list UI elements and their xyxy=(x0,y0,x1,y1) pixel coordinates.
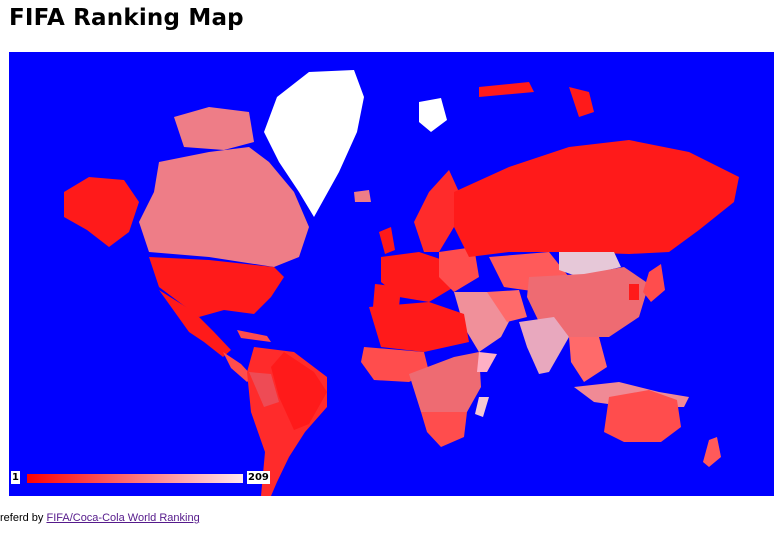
country-central-america[interactable] xyxy=(223,352,253,382)
country-mexico[interactable] xyxy=(159,290,231,357)
country-china[interactable] xyxy=(527,267,649,337)
country-mongolia[interactable] xyxy=(559,252,621,277)
country-caribbean[interactable] xyxy=(237,330,271,342)
page-title: FIFA Ranking Map xyxy=(9,5,244,31)
country-southeast-asia[interactable] xyxy=(569,337,607,382)
source-prefix: referd by xyxy=(0,512,47,524)
legend-gradient-bar xyxy=(27,474,243,483)
country-brazil[interactable] xyxy=(271,352,327,430)
country-arctic-islands[interactable] xyxy=(174,107,254,150)
country-russia-islands[interactable] xyxy=(569,87,594,117)
country-greenland[interactable] xyxy=(264,70,364,217)
legend-min-label: 1 xyxy=(11,471,20,484)
country-new-zealand[interactable] xyxy=(703,437,721,467)
country-iran[interactable] xyxy=(487,290,527,322)
world-map[interactable]: 1 209 xyxy=(9,52,774,496)
country-arctic-russia-north[interactable] xyxy=(479,82,534,97)
legend-max-label: 209 xyxy=(247,471,270,484)
country-peru[interactable] xyxy=(249,372,279,407)
country-iceland[interactable] xyxy=(354,190,371,202)
country-australia[interactable] xyxy=(604,390,681,442)
country-korea[interactable] xyxy=(629,284,639,300)
country-north-africa[interactable] xyxy=(369,302,469,352)
country-madagascar[interactable] xyxy=(475,397,489,417)
country-scandinavia[interactable] xyxy=(414,170,459,252)
country-svalbard[interactable] xyxy=(419,98,447,132)
country-alaska[interactable] xyxy=(64,177,139,247)
country-uk[interactable] xyxy=(379,227,395,254)
country-eastern-europe[interactable] xyxy=(439,247,479,292)
country-central-africa[interactable] xyxy=(409,352,481,427)
country-usa[interactable] xyxy=(149,257,284,317)
country-iberia[interactable] xyxy=(373,284,401,307)
country-canada[interactable] xyxy=(139,147,309,267)
country-southern-africa[interactable] xyxy=(421,412,467,447)
country-russia[interactable] xyxy=(454,140,739,257)
source-note: referd by FIFA/Coca-Cola World Ranking xyxy=(0,512,200,524)
country-india[interactable] xyxy=(519,317,569,374)
world-map-svg xyxy=(64,70,739,496)
fifa-ranking-link[interactable]: FIFA/Coca-Cola World Ranking xyxy=(46,512,200,524)
country-horn-of-africa[interactable] xyxy=(477,352,497,372)
country-japan[interactable] xyxy=(643,264,665,302)
